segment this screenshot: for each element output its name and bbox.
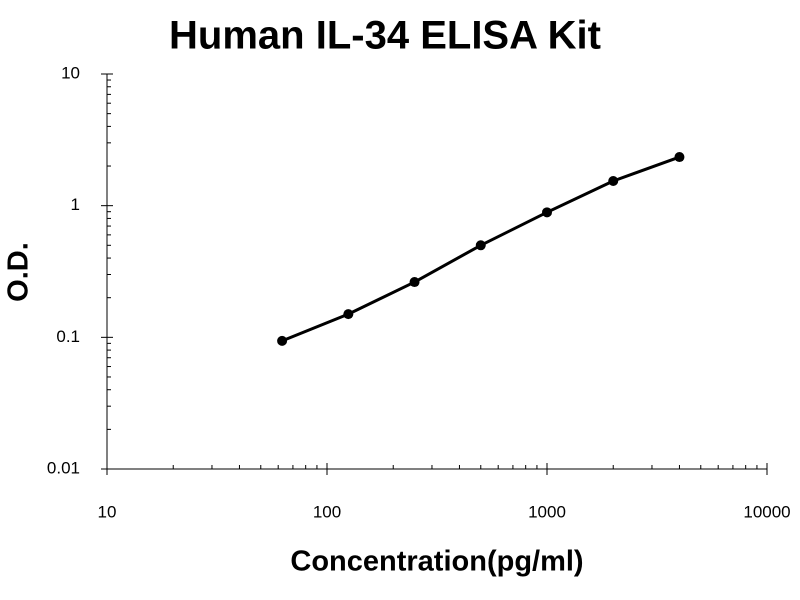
data-point <box>343 309 354 320</box>
data-point <box>542 207 552 218</box>
data-point <box>277 335 288 346</box>
x-axis-label: Concentration(pg/ml) <box>290 546 583 578</box>
y-tick-label: 0.01 <box>47 458 80 477</box>
x-tick-label: 10000 <box>743 502 790 521</box>
x-tick-label: 1000 <box>528 502 566 521</box>
y-axis-label: O.D. <box>3 242 35 302</box>
data-point <box>409 277 420 288</box>
y-tick-label: 10 <box>61 63 80 82</box>
x-tick-label: 100 <box>313 502 341 521</box>
x-tick-label: 10 <box>98 502 117 521</box>
y-tick-label: 1 <box>71 195 80 214</box>
y-tick-label: 0.1 <box>56 327 80 346</box>
data-point <box>674 152 685 163</box>
data-point <box>608 175 619 186</box>
data-point <box>475 240 486 251</box>
chart-title: Human IL-34 ELISA Kit <box>169 14 601 58</box>
